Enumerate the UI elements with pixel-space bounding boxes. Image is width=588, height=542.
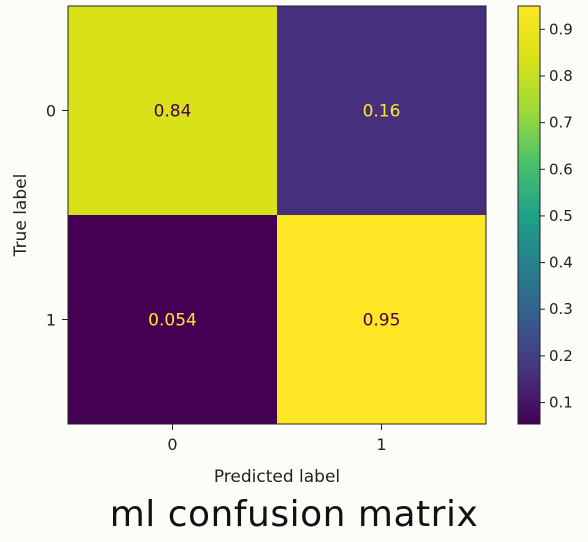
colorbar-tick-label: 0.8 [549,67,573,85]
colorbar-tick-label: 0.6 [549,160,573,178]
cell-value-label: 0.84 [154,102,192,122]
cell-value-label: 0.16 [363,102,401,122]
confusion-matrix-chart: 0.84 0.16 0.054 0.95 0 1 0 1 Predicted label T… [11,5,573,487]
y-tick-label: 1 [46,311,56,330]
colorbar-ticks: 0.1 0.2 0.3 0.4 0.5 0.6 0.7 0.8 0.9 [540,20,573,412]
heatmap-cell-labels: 0.84 0.16 0.054 0.95 [148,102,400,331]
heatmap-cell [277,215,486,424]
plot-frame [67,5,487,425]
colorbar-tick-label: 0.3 [549,300,573,318]
x-tick-label: 0 [167,435,177,454]
heatmap-cell [68,215,277,424]
colorbar-tick-label: 0.9 [549,20,573,38]
x-axis-label: Predicted label [214,467,340,487]
caption: ml confusion matrix [109,494,479,535]
x-tick-label: 1 [376,435,386,454]
cell-value-label: 0.054 [148,311,197,331]
colorbar-tick-label: 0.5 [549,207,573,225]
y-tick-label: 0 [46,102,56,121]
y-axis-label: True label [11,174,31,258]
cell-value-label: 0.95 [363,311,401,331]
heatmap-cell [68,6,277,215]
heatmap-cells [68,6,486,424]
colorbar-tick-label: 0.1 [549,394,573,412]
colorbar-tick-label: 0.2 [549,347,573,365]
colorbar-tick-label: 0.4 [549,254,573,272]
colorbar [517,5,541,425]
colorbar-tick-label: 0.7 [549,114,573,132]
axes: 0 1 0 1 [46,102,387,455]
heatmap-cell [277,6,486,215]
